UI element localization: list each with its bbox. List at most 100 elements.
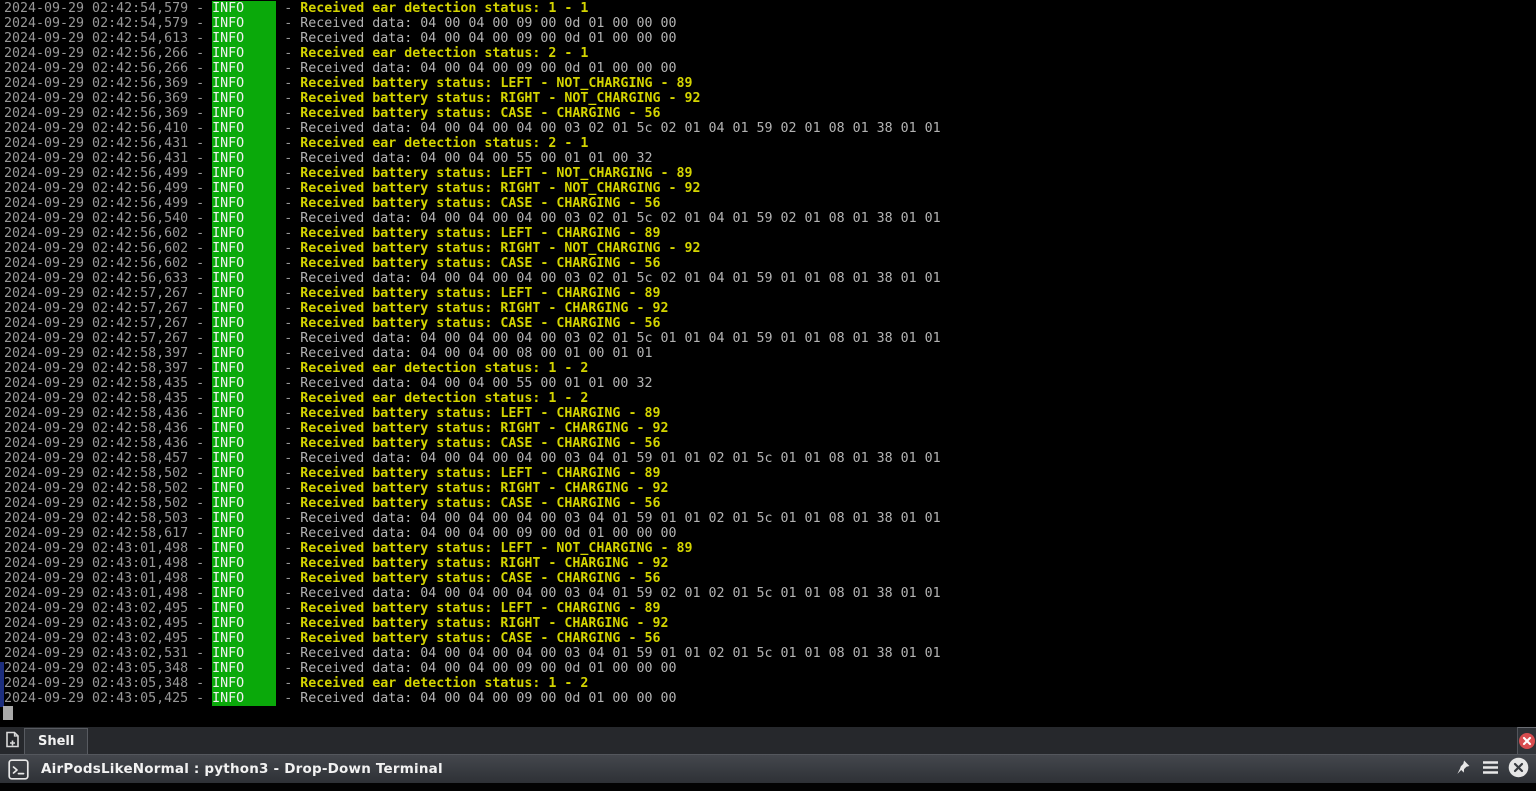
log-level-badge: INFO (212, 271, 277, 286)
log-timestamp: 2024-09-29 02:42:56,266 - (4, 61, 213, 76)
log-message: Received data: 04 00 04 00 04 00 03 04 0… (300, 586, 941, 601)
log-timestamp: 2024-09-29 02:42:58,435 - (4, 391, 213, 406)
log-line: 2024-09-29 02:43:01,498 - INFO - Receive… (4, 541, 941, 556)
log-separator: - (276, 511, 301, 526)
log-line: 2024-09-29 02:42:56,499 - INFO - Receive… (4, 196, 941, 211)
log-line: 2024-09-29 02:42:56,369 - INFO - Receive… (4, 76, 941, 91)
log-level-badge: INFO (212, 601, 277, 616)
log-level-badge: INFO (212, 586, 277, 601)
log-line: 2024-09-29 02:42:56,602 - INFO - Receive… (4, 256, 941, 271)
log-level-badge: INFO (212, 136, 277, 151)
log-timestamp: 2024-09-29 02:42:57,267 - (4, 316, 213, 331)
terminal-output-area[interactable]: 2024-09-29 02:42:54,579 - INFO - Receive… (0, 0, 1536, 727)
log-separator: - (276, 316, 301, 331)
log-timestamp: 2024-09-29 02:42:56,602 - (4, 256, 213, 271)
log-line: 2024-09-29 02:43:02,495 - INFO - Receive… (4, 616, 941, 631)
log-line: 2024-09-29 02:42:56,369 - INFO - Receive… (4, 91, 941, 106)
log-separator: - (276, 616, 301, 631)
log-timestamp: 2024-09-29 02:42:56,499 - (4, 166, 213, 181)
terminal-cursor (3, 706, 13, 720)
log-separator: - (276, 211, 301, 226)
log-level-badge: INFO (212, 241, 277, 256)
log-line: 2024-09-29 02:43:01,498 - INFO - Receive… (4, 556, 941, 571)
close-session-button[interactable] (1519, 733, 1535, 749)
log-line: 2024-09-29 02:42:58,502 - INFO - Receive… (4, 481, 941, 496)
log-level-badge: INFO (212, 61, 277, 76)
log-timestamp: 2024-09-29 02:42:56,431 - (4, 136, 213, 151)
log-message: Received data: 04 00 04 00 04 00 03 02 0… (300, 331, 941, 346)
log-message: Received data: 04 00 04 00 08 00 01 00 0… (300, 346, 653, 361)
close-circle-icon (1508, 757, 1529, 781)
log-timestamp: 2024-09-29 02:42:56,369 - (4, 106, 213, 121)
log-separator: - (276, 1, 301, 16)
log-level-badge: INFO (212, 346, 277, 361)
log-timestamp: 2024-09-29 02:42:56,369 - (4, 76, 213, 91)
log-timestamp: 2024-09-29 02:42:56,499 - (4, 181, 213, 196)
log-message: Received data: 04 00 04 00 04 00 03 02 0… (300, 121, 941, 136)
log-message: Received battery status: RIGHT - CHARGIN… (300, 421, 669, 436)
log-level-badge: INFO (212, 406, 277, 421)
log-line: 2024-09-29 02:42:58,457 - INFO - Receive… (4, 451, 941, 466)
log-separator: - (276, 61, 301, 76)
log-level-badge: INFO (212, 316, 277, 331)
close-window-button[interactable] (1507, 757, 1529, 781)
log-line: 2024-09-29 02:43:02,495 - INFO - Receive… (4, 631, 941, 646)
log-line: 2024-09-29 02:42:58,436 - INFO - Receive… (4, 406, 941, 421)
log-level-badge: INFO (212, 661, 277, 676)
log-separator: - (276, 271, 301, 286)
log-separator: - (276, 226, 301, 241)
log-level-badge: INFO (212, 76, 277, 91)
log-separator: - (276, 436, 301, 451)
tab-bar-corner (1517, 727, 1536, 754)
log-separator: - (276, 571, 301, 586)
log-separator: - (276, 91, 301, 106)
log-timestamp: 2024-09-29 02:42:58,457 - (4, 451, 213, 466)
tab-bar-spacer (88, 727, 1517, 754)
log-timestamp: 2024-09-29 02:42:58,397 - (4, 346, 213, 361)
log-line: 2024-09-29 02:42:58,436 - INFO - Receive… (4, 436, 941, 451)
log-timestamp: 2024-09-29 02:42:56,602 - (4, 226, 213, 241)
log-level-badge: INFO (212, 451, 277, 466)
log-line: 2024-09-29 02:42:58,502 - INFO - Receive… (4, 466, 941, 481)
log-separator: - (276, 631, 301, 646)
keep-open-pin-button[interactable] (1451, 757, 1473, 781)
log-line: 2024-09-29 02:42:56,266 - INFO - Receive… (4, 61, 941, 76)
log-timestamp: 2024-09-29 02:42:58,503 - (4, 511, 213, 526)
log-timestamp: 2024-09-29 02:42:58,502 - (4, 496, 213, 511)
log-message: Received ear detection status: 2 - 1 (300, 136, 589, 151)
log-message: Received data: 04 00 04 00 55 00 01 01 0… (300, 376, 653, 391)
log-separator: - (276, 196, 301, 211)
log-message: Received battery status: CASE - CHARGING… (300, 631, 661, 646)
log-output: 2024-09-29 02:42:54,579 - INFO - Receive… (4, 1, 941, 706)
menu-button[interactable] (1479, 757, 1501, 781)
log-line: 2024-09-29 02:42:56,431 - INFO - Receive… (4, 151, 941, 166)
log-message: Received battery status: CASE - CHARGING… (300, 571, 661, 586)
log-level-badge: INFO (212, 616, 277, 631)
log-timestamp: 2024-09-29 02:43:02,495 - (4, 601, 213, 616)
log-separator: - (276, 376, 301, 391)
log-separator: - (276, 331, 301, 346)
log-line: 2024-09-29 02:42:57,267 - INFO - Receive… (4, 301, 941, 316)
log-timestamp: 2024-09-29 02:43:01,498 - (4, 571, 213, 586)
log-line: 2024-09-29 02:42:57,267 - INFO - Receive… (4, 286, 941, 301)
log-timestamp: 2024-09-29 02:42:57,267 - (4, 286, 213, 301)
log-line: 2024-09-29 02:42:58,436 - INFO - Receive… (4, 421, 941, 436)
log-line: 2024-09-29 02:43:01,498 - INFO - Receive… (4, 571, 941, 586)
log-level-badge: INFO (212, 391, 277, 406)
log-separator: - (276, 481, 301, 496)
log-timestamp: 2024-09-29 02:43:05,425 - (4, 691, 213, 706)
log-level-badge: INFO (212, 511, 277, 526)
log-level-badge: INFO (212, 46, 277, 61)
log-timestamp: 2024-09-29 02:42:58,435 - (4, 376, 213, 391)
log-message: Received battery status: RIGHT - CHARGIN… (300, 556, 669, 571)
log-line: 2024-09-29 02:42:57,267 - INFO - Receive… (4, 331, 941, 346)
log-separator: - (276, 121, 301, 136)
log-level-badge: INFO (212, 376, 277, 391)
new-tab-button[interactable] (0, 727, 24, 754)
log-level-badge: INFO (212, 361, 277, 376)
log-message: Received battery status: LEFT - NOT_CHAR… (300, 166, 693, 181)
tab-shell[interactable]: Shell (24, 728, 89, 754)
log-timestamp: 2024-09-29 02:42:56,499 - (4, 196, 213, 211)
log-separator: - (276, 646, 301, 661)
log-timestamp: 2024-09-29 02:42:56,602 - (4, 241, 213, 256)
